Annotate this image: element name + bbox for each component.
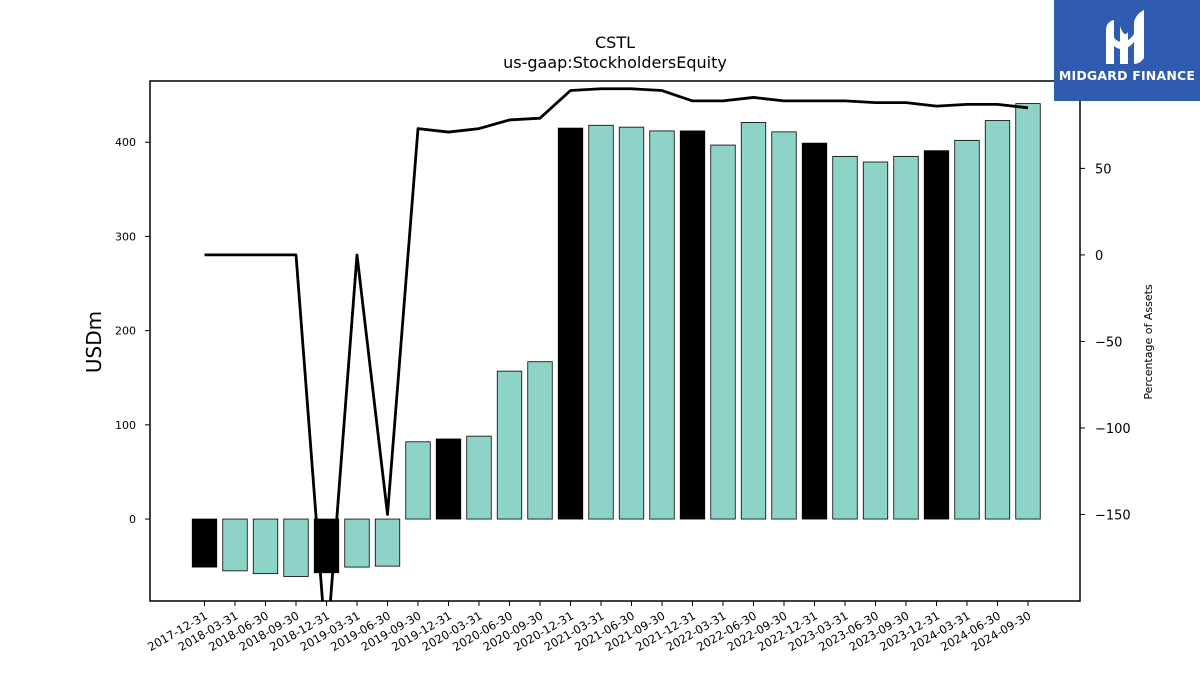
midgard-logo-icon: [1106, 10, 1144, 64]
chart-subtitle: us-gaap:StockholdersEquity: [503, 53, 727, 72]
bar-2018-03-31: [222, 518, 248, 572]
bars-group: [191, 103, 1041, 577]
y2-tick-label: 50: [1095, 162, 1112, 177]
bar-2018-09-30: [283, 518, 309, 577]
bar-2023-03-31: [832, 155, 858, 520]
y-tick-label: 0: [129, 513, 136, 526]
bar-2020-12-31: [557, 127, 584, 520]
y2-tick-label: −100: [1095, 422, 1131, 437]
brand-name: MIDGARD FINANCE: [1058, 68, 1196, 83]
bar-2022-06-30: [740, 122, 767, 520]
y2-tick-label: −50: [1095, 335, 1122, 350]
bar-2021-12-31: [679, 130, 706, 520]
bar-2019-12-31: [435, 438, 462, 520]
bar-2020-09-30: [527, 361, 553, 520]
bar-2023-09-30: [893, 155, 919, 520]
percentage-line-group: [204, 87, 1029, 601]
y2-axis-label: Percentage of Assets: [1142, 284, 1155, 400]
bar-2019-03-31: [344, 518, 370, 568]
y-tick-label: 100: [115, 419, 136, 432]
y2-tick-label: 0: [1095, 249, 1103, 264]
bar-2024-03-31: [954, 139, 980, 520]
midgard-finance-logo: MIDGARD FINANCE: [1054, 0, 1200, 101]
chart-title: CSTL: [595, 33, 635, 52]
bar-2021-09-30: [649, 130, 675, 520]
y2-tick-label: −150: [1095, 508, 1131, 523]
bar-2022-09-30: [771, 131, 797, 520]
bar-2017-12-31: [191, 518, 218, 568]
bar-2023-06-30: [862, 161, 889, 520]
bar-2019-09-30: [405, 441, 431, 520]
bar-2024-09-30: [1015, 103, 1041, 520]
y-tick-label: 200: [115, 325, 136, 338]
bar-2022-12-31: [801, 142, 828, 520]
bar-2020-06-30: [496, 370, 523, 520]
bar-2020-03-31: [466, 435, 492, 520]
bar-2021-06-30: [618, 126, 645, 520]
bar-2023-12-31: [923, 150, 950, 520]
percentage-of-assets-line: [204, 87, 1029, 601]
y-tick-label: 300: [115, 230, 136, 243]
y-tick-label: 400: [115, 136, 136, 149]
bar-2024-06-30: [984, 120, 1011, 520]
bar-2019-06-30: [374, 518, 401, 567]
bar-2021-03-31: [588, 124, 614, 520]
y-axis-label: USDm: [82, 311, 106, 373]
bar-2022-03-31: [710, 144, 736, 520]
bar-2018-06-30: [252, 518, 279, 575]
